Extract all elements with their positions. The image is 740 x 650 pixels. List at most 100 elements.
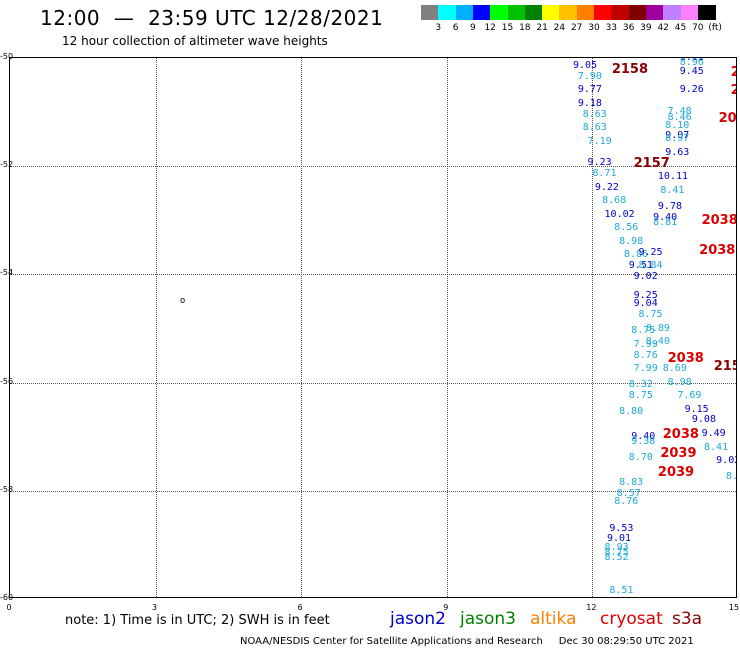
- grid-line-horizontal: [10, 166, 736, 168]
- swh-value: 9.26: [679, 84, 704, 96]
- swh-value: 9.40: [631, 430, 656, 442]
- swh-value: 9.14: [736, 488, 737, 499]
- legend-swatch: [421, 5, 439, 20]
- legend-swatch: [438, 5, 457, 20]
- y-axis-tick-label: -60: [0, 593, 14, 602]
- swh-value: 8.10: [665, 119, 690, 131]
- legend-swatch: [507, 5, 526, 20]
- swh-value: 8.93: [604, 541, 629, 553]
- swh-value: 9.15: [684, 403, 709, 415]
- legend-label: (ft): [708, 23, 722, 33]
- legend-swatch: [524, 5, 543, 20]
- legend-label: 33: [605, 23, 618, 33]
- swh-value: 8.40: [645, 336, 670, 348]
- satellite-label: jason3: [460, 609, 516, 629]
- swh-value: 8.51: [609, 584, 634, 596]
- swh-value: 7.99: [633, 363, 658, 375]
- legend-label: 70: [692, 23, 704, 33]
- swh-value: 8.52: [604, 552, 629, 564]
- swh-value: 8.71: [725, 471, 737, 483]
- pass-time-label: 2038: [701, 213, 737, 229]
- x-axis-tick-label: 15: [728, 603, 740, 612]
- swh-value: 9.04: [633, 298, 658, 310]
- legend-swatch: [680, 5, 699, 20]
- y-axis-tick-label: -58: [0, 484, 14, 494]
- legend-label: 3: [435, 23, 442, 33]
- legend-swatch: [594, 5, 612, 20]
- pass-time-label: 2037: [718, 110, 737, 126]
- swh-value: 8.46: [667, 111, 692, 123]
- swh-value: 8.83: [619, 476, 644, 488]
- swh-value: 9.40: [653, 211, 678, 223]
- y-axis-tick-label: -50: [0, 52, 14, 61]
- satellite-label: s3a: [672, 609, 703, 629]
- credit-line: NOAA/NESDIS Center for Satellite Applica…: [240, 636, 694, 647]
- swh-value: 8.68: [602, 195, 627, 207]
- x-axis-tick-label: 6: [297, 603, 303, 612]
- legend-label: 15: [501, 23, 514, 33]
- satellite-label: cryosat: [600, 609, 663, 629]
- swh-value: 8.71: [592, 168, 617, 180]
- pass-time-label: 2038: [699, 243, 736, 259]
- map-marker: o: [179, 296, 186, 307]
- swh-value: 9.23: [587, 157, 612, 169]
- swh-value: 7.90: [577, 70, 602, 82]
- legend-swatch: [576, 5, 595, 20]
- swh-value: 9.25: [638, 246, 663, 258]
- swh-value: 9.45: [679, 65, 704, 77]
- pass-time-label: 2156: [713, 359, 736, 375]
- swh-value: 8.57: [616, 487, 641, 499]
- swh-value: 8.84: [638, 260, 663, 272]
- swh-value: 8.63: [582, 122, 607, 134]
- legend-label: 6: [452, 23, 459, 33]
- legend-label: 27: [570, 23, 583, 33]
- satellite-label: altika: [530, 609, 577, 629]
- grid-line-horizontal: [10, 274, 736, 276]
- swh-value: 8.70: [628, 452, 653, 464]
- pass-time-label: 2037: [731, 66, 736, 79]
- swh-value: 9.11: [679, 57, 704, 63]
- swh-value: 8.32: [628, 379, 653, 391]
- swh-value: 8.56: [614, 222, 639, 234]
- swh-value: 10.02: [604, 208, 635, 220]
- swh-value: 8.98: [667, 376, 692, 388]
- grid-line-vertical: [592, 58, 594, 597]
- swh-value: 9.77: [577, 84, 602, 96]
- x-axis-tick-label: 9: [443, 603, 449, 612]
- pass-time-label: 2157: [633, 156, 670, 172]
- pass-time-label: 2039: [660, 445, 697, 461]
- swh-value: 9.49: [701, 427, 726, 439]
- legend-swatch: [490, 5, 508, 20]
- swh-value: 8.63: [582, 108, 607, 120]
- swh-value: 9.18: [577, 97, 602, 109]
- swh-value: 9.78: [657, 200, 682, 212]
- legend-label: 21: [536, 23, 548, 33]
- legend-swatch: [645, 5, 664, 20]
- swh-value: 8.96: [679, 57, 704, 69]
- grid-line-vertical: [155, 58, 157, 597]
- legend-label: 42: [657, 23, 669, 33]
- swh-value: 7.48: [667, 106, 692, 118]
- y-axis-tick-label: -56: [0, 376, 14, 386]
- swh-value: 8.89: [645, 322, 670, 334]
- legend-label: 39: [640, 23, 652, 33]
- x-axis-tick-label: 12: [586, 603, 597, 612]
- grid-line-horizontal: [10, 490, 736, 492]
- swh-value: 9.38: [631, 436, 656, 448]
- swh-value: 9.53: [609, 522, 634, 534]
- legend-label: 12: [484, 23, 496, 33]
- page-title: 12:00 — 23:59 UTC 12/28/2021: [40, 6, 384, 30]
- swh-value: 8.75: [628, 390, 653, 402]
- pass-time-label: 2037: [731, 84, 736, 97]
- swh-value: 9.25: [633, 290, 658, 302]
- legend-swatch: [611, 5, 630, 20]
- swh-value: 9.63: [665, 146, 690, 158]
- swh-value: 8.41: [704, 441, 729, 453]
- swh-value: 8.69: [662, 363, 687, 375]
- legend-swatch: [663, 5, 681, 20]
- swh-value: 7.19: [587, 135, 612, 147]
- swh-value: 8.76: [614, 495, 639, 507]
- swh-value: 8.76: [633, 349, 658, 361]
- swh-value: 8.97: [665, 133, 690, 145]
- swh-value: 9.05: [572, 60, 598, 72]
